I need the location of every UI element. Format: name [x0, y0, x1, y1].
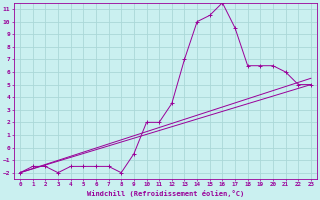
X-axis label: Windchill (Refroidissement éolien,°C): Windchill (Refroidissement éolien,°C) [87, 190, 244, 197]
